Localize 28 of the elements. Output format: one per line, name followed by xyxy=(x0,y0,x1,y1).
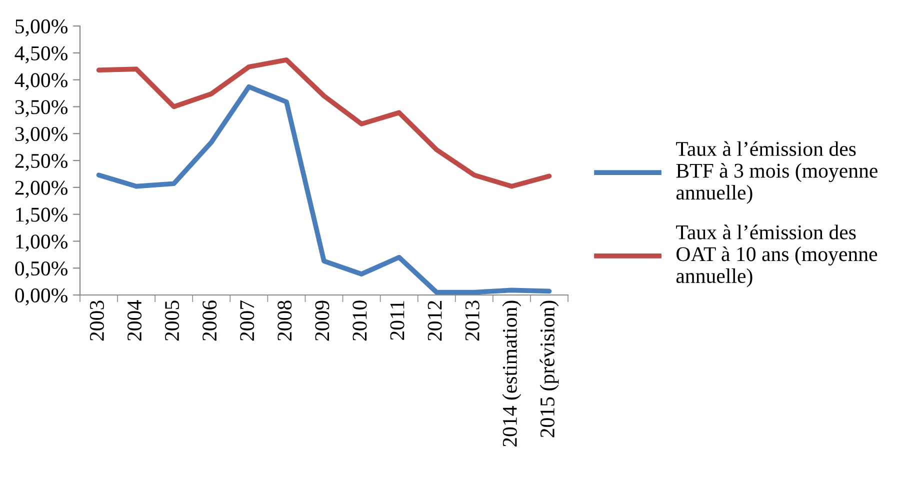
x-tick-label: 2014 (estimation) xyxy=(502,300,522,446)
x-tick-label: 2006 xyxy=(202,300,217,341)
y-tick-label: 2,00% xyxy=(15,180,68,198)
y-tick-label: 4,00% xyxy=(14,73,68,90)
x-tick-label: 2013 xyxy=(465,300,480,341)
legend-label: Taux à l’émission des BTF à 3 mois (moyenne annuelle) xyxy=(676,141,878,204)
x-tick-label: 2011 xyxy=(390,301,404,340)
y-tick-label: 4,50% xyxy=(14,46,68,64)
y-tick-label: 2,50% xyxy=(15,154,68,171)
x-tick-label: 2003 xyxy=(90,300,104,341)
y-tick-label: 0,50% xyxy=(15,261,68,279)
y-tick-label: 0,00% xyxy=(15,288,68,306)
x-tick-label: 2010 xyxy=(352,300,367,341)
line-series xyxy=(96,84,552,295)
x-tick-label: 2012 xyxy=(428,301,442,341)
y-tick-label: 5,00% xyxy=(16,19,68,36)
y-tick-label: 1,50% xyxy=(16,208,68,225)
x-tick-label: 2004 xyxy=(127,300,142,341)
x-tick-label: 2005 xyxy=(165,300,180,341)
x-tick-label: 2007 xyxy=(240,300,254,341)
legend-label: Taux à l’émission des OAT à 10 ans (moyenne annuelle) xyxy=(676,224,878,288)
x-tick-label: 2009 xyxy=(315,300,330,341)
x-tick-label: 2008 xyxy=(278,300,292,341)
line-series xyxy=(96,57,552,189)
y-tick-label: 3,00% xyxy=(15,126,68,144)
x-tick-label: 2015 (prévision) xyxy=(540,300,559,438)
y-tick-label: 3,50% xyxy=(15,100,68,118)
y-tick-label: 1,00% xyxy=(16,234,68,252)
